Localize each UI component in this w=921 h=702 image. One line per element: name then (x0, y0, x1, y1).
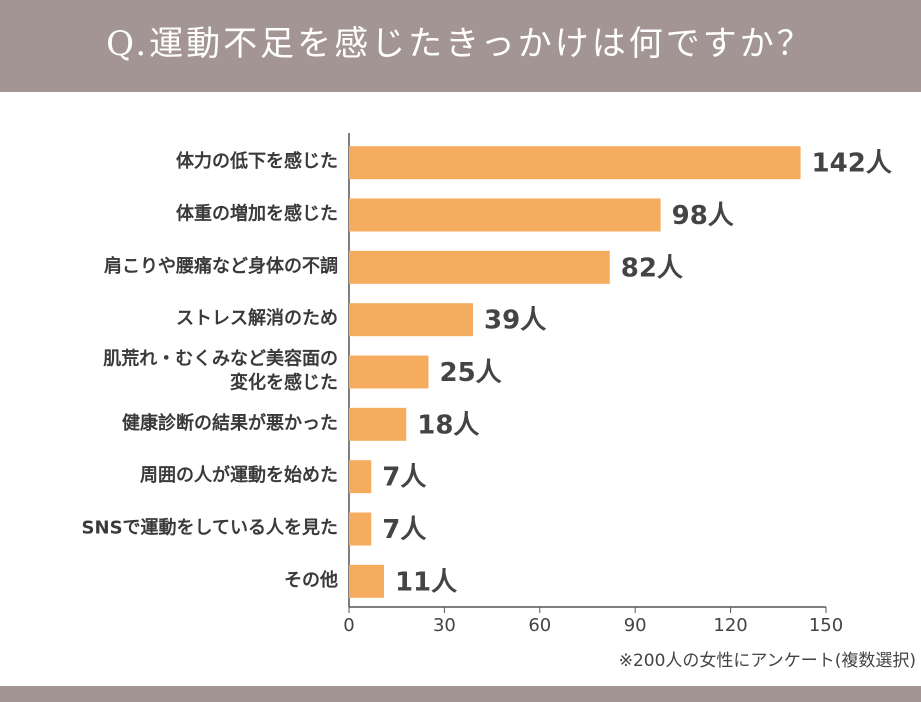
value-label: 18人 (417, 410, 479, 440)
value-label: 82人 (621, 253, 683, 283)
bar (349, 564, 384, 598)
value-label: 25人 (440, 358, 502, 388)
value-label: 7人 (382, 463, 426, 493)
category-label: 体力の低下を感じた (176, 150, 338, 172)
footer-band (0, 686, 921, 702)
bar (349, 460, 372, 494)
bar (349, 512, 372, 546)
x-tick-label: 30 (433, 615, 456, 636)
value-label: 11人 (395, 567, 457, 597)
value-label: 142人 (812, 149, 892, 179)
x-tick-label: 90 (624, 615, 647, 636)
x-tick-label: 0 (343, 615, 354, 636)
bar (349, 407, 407, 441)
category-label: その他 (284, 569, 338, 591)
category-label: 肩こりや腰痛など身体の不調 (104, 255, 338, 277)
x-tick-label: 60 (528, 615, 551, 636)
category-label: 周囲の人が運動を始めた (140, 464, 338, 486)
value-label: 39人 (484, 306, 546, 336)
x-tick-label: 120 (713, 615, 747, 636)
value-label: 98人 (672, 201, 734, 231)
bar (349, 250, 610, 284)
value-label: 7人 (382, 515, 426, 545)
bar (349, 146, 801, 180)
title-band (0, 0, 921, 92)
x-tick-label: 150 (809, 615, 843, 636)
category-label: 健康診断の結果が悪かった (122, 412, 338, 434)
bar (349, 355, 429, 389)
chart-title: Q.運動不足を感じたきっかけは何ですか？ (106, 24, 814, 64)
category-label: 肌荒れ・むくみなど美容面の変化を感じた (103, 348, 338, 394)
bar (349, 303, 474, 337)
category-label: ストレス解消のため (176, 307, 338, 329)
category-label: SNSで運動をしている人を見た (82, 517, 338, 539)
note: ※200人の女性にアンケート(複数選択) (619, 651, 916, 671)
bar (349, 198, 661, 232)
category-label: 体重の増加を感じた (176, 203, 338, 225)
